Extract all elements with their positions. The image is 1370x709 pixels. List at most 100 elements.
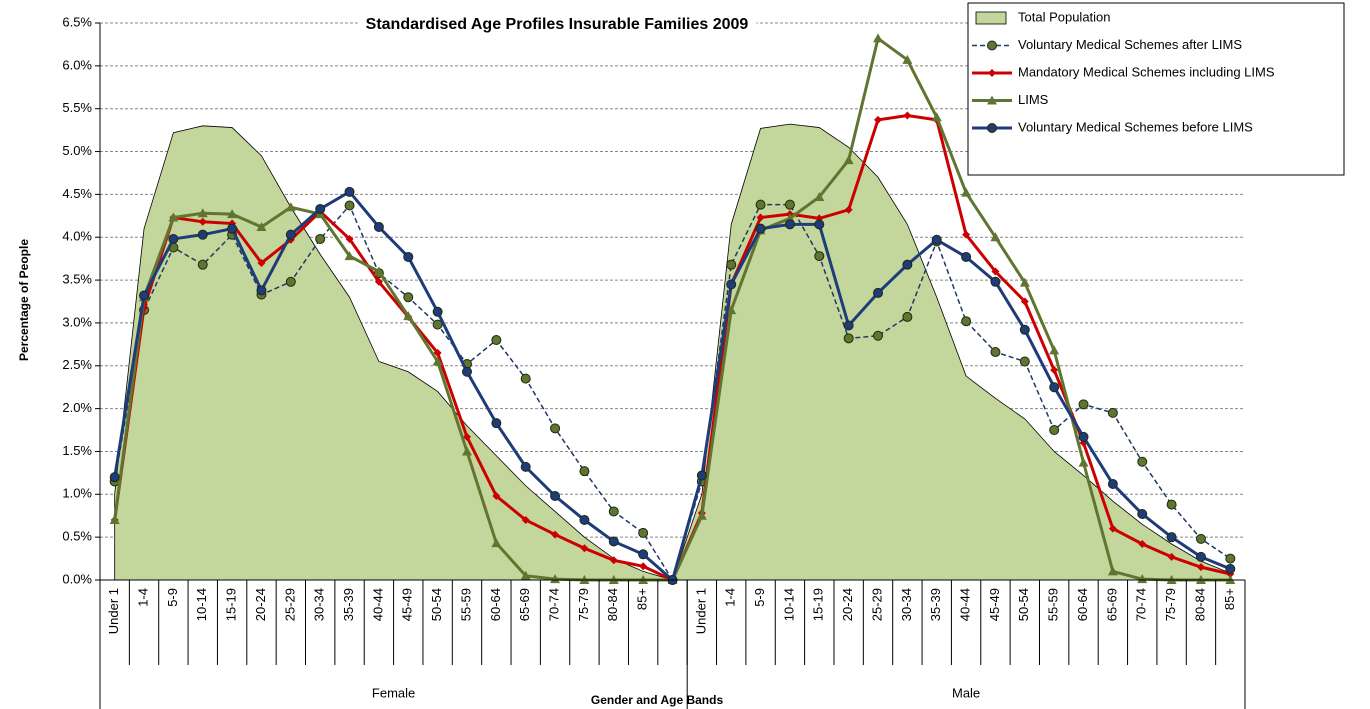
marker: [638, 549, 649, 560]
y-tick-label: 2.5%: [62, 357, 92, 372]
marker: [403, 292, 414, 303]
x-tick-label: 75-79: [1163, 588, 1178, 621]
marker: [961, 316, 972, 327]
legend-marker: [987, 95, 997, 105]
x-tick-label: 15-19: [224, 588, 239, 621]
y-tick-label: 4.5%: [62, 186, 92, 201]
y-tick-label: 1.0%: [62, 486, 92, 501]
marker: [696, 470, 707, 481]
marker: [315, 233, 326, 244]
marker: [1107, 566, 1118, 576]
legend-label: Voluntary Medical Schemes after LIMS: [1018, 37, 1242, 52]
marker: [1167, 552, 1176, 561]
marker: [491, 418, 502, 429]
x-tick-label: 35-39: [928, 588, 943, 621]
marker: [1019, 277, 1030, 287]
marker: [1225, 563, 1236, 574]
y-tick-label: 5.0%: [62, 143, 92, 158]
marker: [550, 491, 561, 502]
marker: [638, 527, 649, 538]
marker: [726, 279, 737, 290]
x-tick-label: 25-29: [869, 588, 884, 621]
x-tick-label: 60-64: [1075, 588, 1090, 621]
marker: [1195, 551, 1206, 562]
marker: [755, 223, 766, 234]
marker: [962, 230, 971, 239]
marker: [814, 191, 825, 201]
marker: [344, 200, 355, 211]
marker: [1078, 399, 1089, 410]
x-tick-label: 60-64: [488, 588, 503, 621]
marker: [374, 277, 383, 286]
x-tick-label: 50-54: [1016, 588, 1031, 621]
marker: [432, 306, 443, 317]
marker: [139, 290, 150, 301]
x-tick-label: 85+: [635, 588, 650, 610]
marker: [1137, 456, 1148, 467]
marker: [990, 347, 1001, 358]
marker: [1166, 532, 1177, 543]
marker: [843, 320, 854, 331]
y-tick-label: 0.0%: [62, 571, 92, 586]
marker: [520, 373, 531, 384]
marker: [902, 311, 913, 322]
x-tick-label: 5-9: [165, 588, 180, 607]
y-tick-label: 3.0%: [62, 314, 92, 329]
chart-title: Standardised Age Profiles Insurable Fami…: [366, 16, 749, 33]
marker: [874, 115, 883, 124]
marker: [990, 276, 1001, 287]
marker: [1138, 540, 1147, 549]
marker: [109, 515, 120, 525]
marker: [1107, 479, 1118, 490]
marker: [285, 229, 296, 240]
x-tick-label: 70-74: [547, 588, 562, 621]
marker: [579, 515, 590, 526]
legend-box: [967, 2, 1345, 176]
marker: [432, 319, 443, 330]
marker: [109, 472, 120, 483]
marker: [345, 234, 354, 243]
x-tick-label: 45-49: [400, 588, 415, 621]
x-tick-label: 10-14: [194, 588, 209, 621]
marker: [227, 209, 238, 219]
x-tick-label: 20-24: [840, 588, 855, 621]
marker: [315, 203, 326, 214]
marker: [521, 516, 530, 525]
marker: [784, 199, 795, 210]
marker: [197, 208, 208, 218]
marker: [1108, 524, 1117, 533]
marker: [756, 213, 765, 222]
marker: [608, 506, 619, 517]
x-tick-label: 55-59: [1046, 588, 1061, 621]
y-tick-label: 2.0%: [62, 400, 92, 415]
marker: [1020, 297, 1029, 306]
marker: [931, 234, 942, 245]
marker: [403, 251, 414, 262]
marker: [520, 461, 531, 472]
marker: [550, 574, 561, 584]
marker: [639, 562, 648, 571]
y-tick-label: 3.5%: [62, 272, 92, 287]
group-label: Female: [372, 685, 415, 700]
x-tick-label: 20-24: [253, 588, 268, 621]
y-tick-label: 5.5%: [62, 100, 92, 115]
marker: [373, 266, 384, 276]
marker: [903, 111, 912, 120]
marker: [902, 54, 913, 64]
marker: [520, 570, 531, 580]
legend-label: Mandatory Medical Schemes including LIMS: [1018, 64, 1275, 79]
x-tick-label: 80-84: [605, 588, 620, 621]
x-tick-label: 65-69: [517, 588, 532, 621]
marker: [873, 287, 884, 298]
marker: [579, 466, 590, 477]
marker: [550, 423, 561, 434]
marker: [726, 305, 737, 315]
marker: [491, 538, 502, 548]
marker: [1166, 499, 1177, 510]
legend-label: Voluntary Medical Schemes before LIMS: [1018, 119, 1253, 134]
marker: [814, 251, 825, 262]
marker: [1137, 509, 1148, 520]
marker: [256, 221, 267, 231]
x-tick-label: 10-14: [781, 588, 796, 621]
x-axis-title: Gender and Age Bands: [591, 693, 724, 707]
